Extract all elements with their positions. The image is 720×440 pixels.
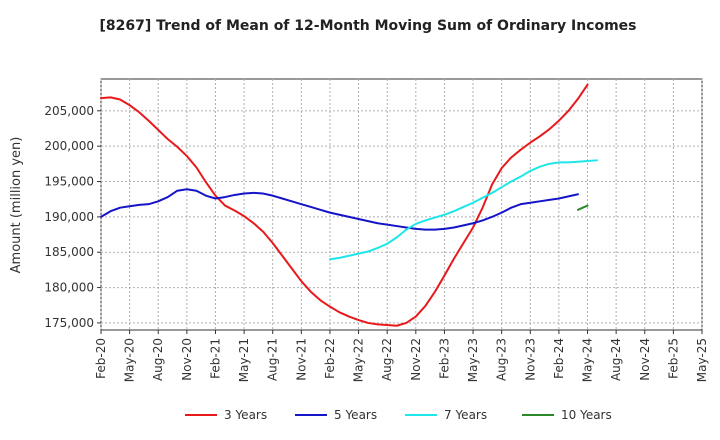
y-tick-label: 185,000 (44, 245, 94, 259)
x-tick-label: Nov-23 (523, 338, 537, 381)
y-axis-label: Amount (million yen) (9, 137, 24, 274)
legend: 3 Years 5 Years 7 Years 10 Years (185, 408, 612, 422)
series-line-7-years (328, 159, 599, 261)
x-tick-label: May-21 (237, 338, 251, 382)
x-tick-label: Nov-24 (638, 338, 652, 381)
legend-label-7-years: 7 Years (444, 408, 487, 422)
x-tick-label: Feb-24 (552, 338, 566, 379)
y-tick-label: 190,000 (44, 210, 94, 224)
x-tick-label: Aug-21 (266, 338, 280, 381)
x-tick-label: Nov-20 (180, 338, 194, 381)
x-tick-label: May-24 (581, 338, 595, 382)
legend-label-5-years: 5 Years (334, 408, 377, 422)
series-line-3-years (100, 83, 589, 327)
x-tick-label: Feb-23 (437, 338, 451, 379)
legend-label-3-years: 3 Years (224, 408, 267, 422)
x-tick-label: May-25 (695, 338, 709, 382)
x-tick-label: Nov-21 (294, 338, 308, 381)
x-tick-label: May-20 (123, 338, 137, 382)
plot-area (100, 78, 703, 331)
x-tick-label: Feb-25 (666, 338, 680, 379)
y-tick-label: 195,000 (44, 175, 94, 189)
x-tick-label: Feb-22 (323, 338, 337, 379)
x-tick-label: Nov-22 (409, 338, 423, 381)
y-tick-label: 175,000 (44, 316, 94, 330)
x-tick-label: Aug-20 (151, 338, 165, 381)
series-line-10-years (576, 204, 589, 211)
x-tick-label: Aug-24 (609, 338, 623, 381)
y-tick-label: 180,000 (44, 281, 94, 295)
plot-frame (100, 78, 703, 331)
legend-label-10-years: 10 Years (561, 408, 612, 422)
y-tick-label: 200,000 (44, 139, 94, 153)
y-gridlines (101, 110, 702, 324)
x-tick-label: May-23 (466, 338, 480, 382)
x-axis: Feb-20 May-20 Aug-20 Nov-20 Feb-21 May-21 Aug-… (94, 330, 709, 382)
chart-title: [8267] Trend of Mean of 12-Month Moving … (99, 18, 636, 34)
x-tick-label: Feb-20 (94, 338, 108, 379)
x-gridlines (100, 79, 703, 330)
y-axis: 175,000 180,000 185,000 190,000 195,000 200,0… (44, 104, 101, 330)
series-layer (100, 83, 599, 327)
x-tick-label: Aug-23 (495, 338, 509, 381)
series-line-5-years (100, 188, 579, 231)
y-tick-label: 205,000 (44, 104, 94, 118)
x-tick-label: May-22 (352, 338, 366, 382)
x-tick-label: Feb-21 (208, 338, 222, 379)
x-tick-label: Aug-22 (380, 338, 394, 381)
